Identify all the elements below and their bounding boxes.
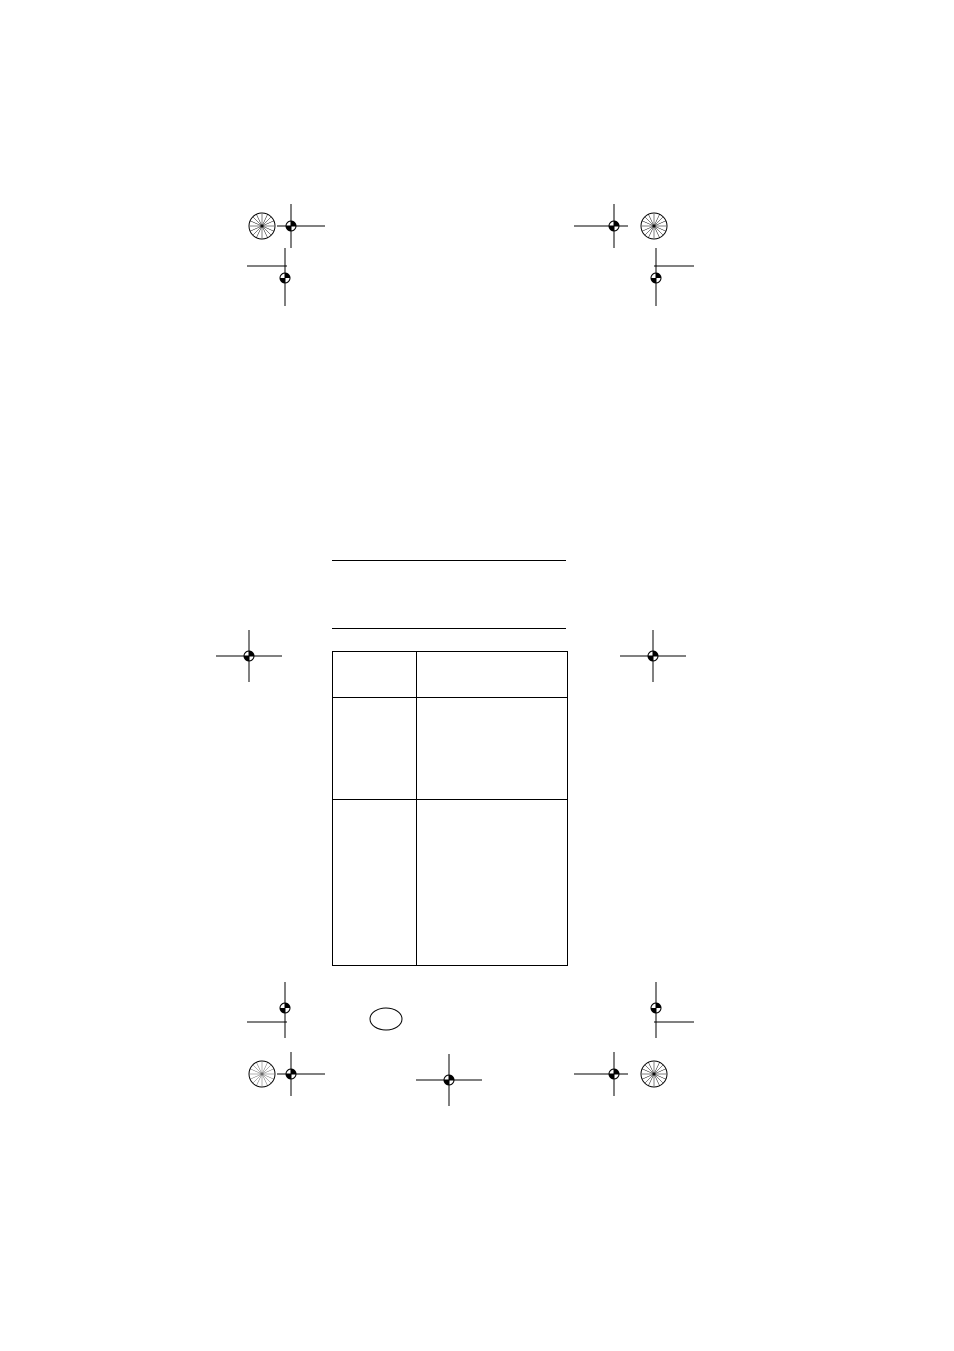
regmark-bottom-right-sun (574, 1040, 672, 1098)
page (0, 0, 954, 1351)
cross-corner-icon (247, 978, 337, 1040)
regmark-bottom-left-cross (247, 978, 337, 1040)
table-row-divider-2 (333, 799, 567, 800)
page-number-oval (369, 1007, 403, 1031)
oval-icon (369, 1007, 403, 1031)
cross-mid-icon (620, 630, 686, 682)
regmark-bottom-center-cross (416, 1054, 482, 1106)
hrule-bottom (332, 628, 566, 629)
cross-mid-icon (216, 630, 282, 682)
cross-corner-icon (604, 248, 694, 308)
regmark-bottom-right-cross (604, 978, 694, 1040)
cross-mid-icon (416, 1054, 482, 1106)
cross-corner-icon (247, 248, 337, 308)
regmark-top-left-cross (247, 248, 337, 308)
regmark-mid-left-cross (216, 630, 282, 682)
table-col-divider (416, 652, 417, 965)
regmark-top-right-cross (604, 248, 694, 308)
regmark-bottom-left-sun (247, 1040, 325, 1098)
cross-corner-icon (604, 978, 694, 1040)
flipper-sun-icon (247, 1040, 325, 1098)
hrule-top (332, 560, 566, 561)
content-table (332, 651, 568, 966)
flipper-sun-icon (574, 1040, 672, 1098)
table-row-divider-1 (333, 697, 567, 698)
regmark-mid-right-cross (620, 630, 686, 682)
